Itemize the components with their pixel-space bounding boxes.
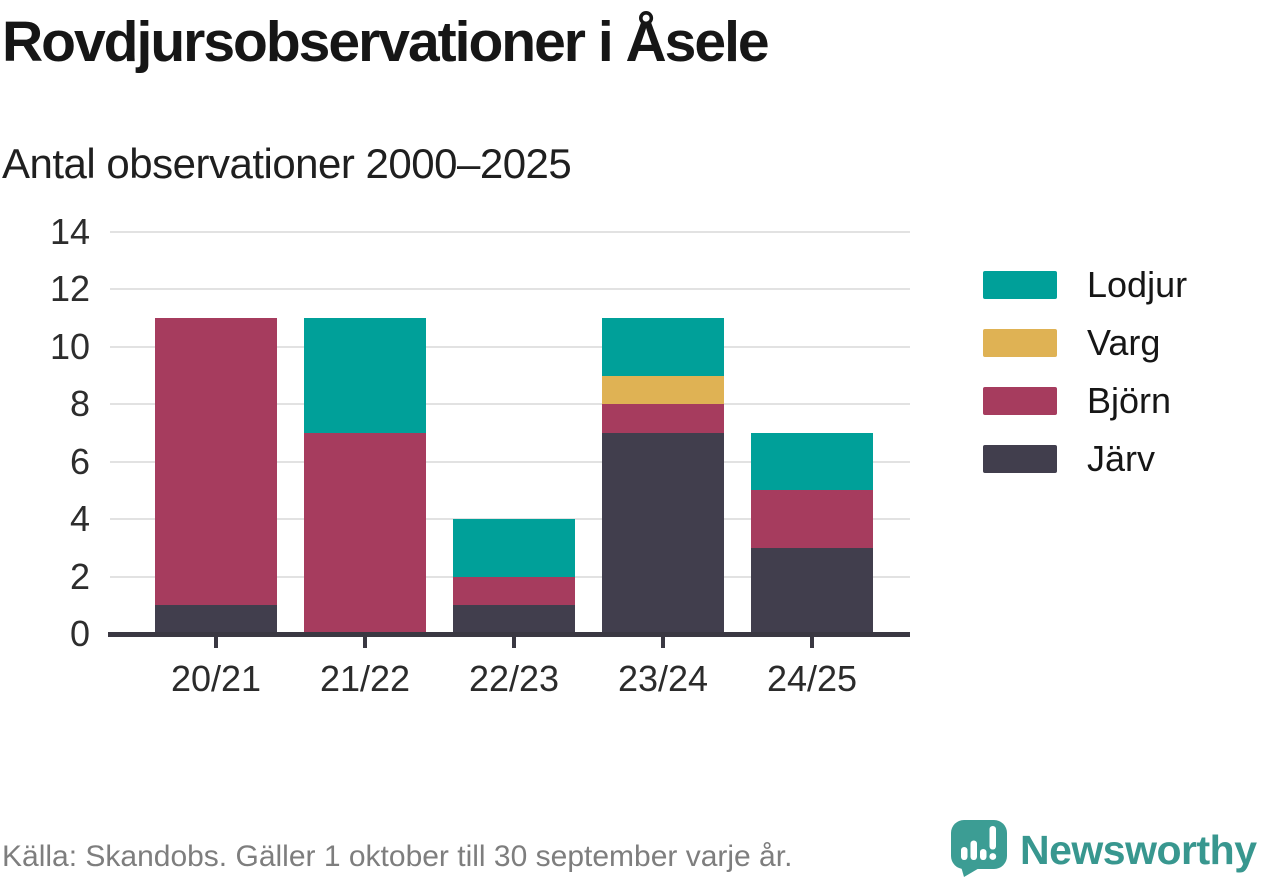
- legend-item-bjorn: Björn: [983, 383, 1187, 419]
- bar-24-25-bjorn: [751, 490, 873, 548]
- legend-swatch-varg: [983, 329, 1057, 357]
- bar-23-24-jarv: [602, 433, 724, 634]
- newsworthy-logo-icon: [951, 820, 1007, 877]
- x-axis-label-21-22: 21/22: [319, 658, 411, 699]
- y-axis-label-12: 12: [49, 268, 90, 310]
- bar-23-24-lodjur: [602, 318, 724, 376]
- bar-21-22-lodjur: [304, 318, 426, 433]
- legend-label-bjorn: Björn: [1087, 380, 1172, 421]
- chart-subtitle: Antal observationer 2000–2025: [2, 140, 572, 187]
- y-axis-label-0: 0: [69, 613, 90, 654]
- gridline-y6: [110, 460, 910, 463]
- gridline-y10: [110, 345, 910, 348]
- source-text: Källa: Skandobs. Gäller 1 oktober till 3…: [2, 840, 793, 873]
- legend: Lodjur Varg Björn Järv: [983, 267, 1187, 503]
- bar-23-24-bjorn: [602, 404, 724, 433]
- y-axis-label-2: 2: [69, 555, 90, 597]
- legend-swatch-bjorn: [983, 387, 1057, 415]
- bar-22-23-lodjur: [453, 519, 575, 577]
- gridline-y12: [110, 288, 910, 291]
- bar-23-24-varg: [602, 375, 724, 405]
- y-axis-label-14: 14: [49, 211, 90, 252]
- bar-21-22-bjorn: [304, 433, 426, 634]
- bar-22-23-bjorn: [453, 576, 575, 606]
- y-axis-label-10: 10: [49, 325, 90, 367]
- legend-item-varg: Varg: [983, 325, 1187, 361]
- gridline-y14: [110, 231, 910, 233]
- x-axis-tick-22-23: [512, 637, 516, 648]
- chart-title: Rovdjursobservationer i Åsele: [2, 10, 770, 74]
- newsworthy-wordmark: Newsworthy: [1020, 827, 1257, 873]
- legend-label-jarv: Järv: [1087, 438, 1156, 479]
- x-axis-label-20-21: 20/21: [170, 658, 262, 699]
- legend-item-jarv: Järv: [983, 441, 1187, 477]
- gridline-y8: [110, 403, 910, 406]
- x-axis-tick-24-25: [810, 637, 814, 648]
- legend-swatch-lodjur: [983, 271, 1057, 299]
- x-axis-tick-23-24: [661, 637, 665, 648]
- bar-22-23-jarv: [453, 605, 575, 634]
- y-axis-label-8: 8: [69, 383, 90, 425]
- x-axis-label-22-23: 22/23: [468, 658, 560, 699]
- bar-20-21-jarv: [155, 605, 277, 634]
- x-axis-tick-21-22: [363, 637, 367, 648]
- x-axis-line: [108, 632, 910, 637]
- legend-item-lodjur: Lodjur: [983, 267, 1187, 303]
- legend-label-varg: Varg: [1087, 322, 1161, 363]
- y-axis-label-4: 4: [69, 498, 90, 540]
- bar-24-25-jarv: [751, 547, 873, 634]
- y-axis-label-6: 6: [69, 440, 90, 482]
- x-axis-label-24-25: 24/25: [766, 658, 858, 699]
- bar-24-25-lodjur: [751, 433, 873, 491]
- legend-swatch-jarv: [983, 445, 1057, 473]
- x-axis-label-23-24: 23/24: [617, 658, 709, 699]
- legend-label-lodjur: Lodjur: [1087, 264, 1188, 305]
- bar-20-21-bjorn: [155, 318, 277, 606]
- x-axis-tick-20-21: [214, 637, 218, 648]
